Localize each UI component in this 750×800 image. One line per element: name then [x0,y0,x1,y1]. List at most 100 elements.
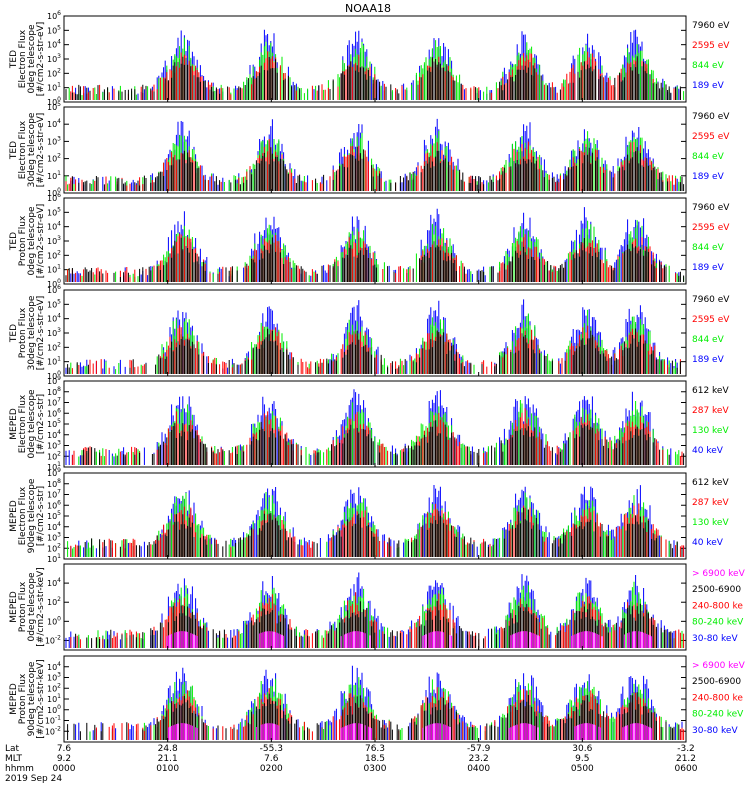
y-tick-label: 107 [47,397,61,408]
legend-entry: 40 keV [692,446,724,456]
y-tick-label: 101 [47,693,61,704]
y-tick-label: 102 [47,249,61,260]
y-tick-label: 100 [47,187,61,198]
y-tick-label: 10-1 [45,715,61,726]
y-axis-label: TED [9,324,19,343]
x-row-label: MLT [5,754,23,764]
y-axis-label: 0deg telescope [27,206,37,276]
legend-entry: 7960 eV [692,112,730,122]
y-tick-label: 101 [47,264,61,275]
y-tick-label: 104 [47,118,61,129]
y-tick-label: 108 [47,386,61,397]
x-tick-hhmm: 0500 [571,764,594,774]
legend-entry: 7960 eV [692,295,730,305]
panel-2: 100 101 102 103 104 105 TED Electron Flux 30deg … [9,101,730,198]
y-tick-label: 102 [47,682,61,693]
y-tick-label: 103 [47,672,61,683]
y-tick-label: 105 [47,298,61,309]
legend-entry: > 6900 keV [692,661,746,671]
legend-entry: 844 eV [692,335,725,345]
trace-green [78,400,683,465]
y-axis-label: Electron Flux [18,29,28,88]
legend-entry: 189 eV [692,355,725,365]
trace-black [71,146,685,191]
legend-entry: 844 eV [692,243,725,253]
y-tick-label: 104 [47,39,61,50]
y-tick-label: 107 [47,489,61,500]
x-tick-lat: 30.6 [572,744,592,754]
trace-red [70,503,685,557]
legend-entry: 2595 eV [692,315,730,325]
y-tick-label: 104 [47,521,61,532]
x-tick-mlt: 7.6 [264,754,279,764]
trace-black [67,328,681,374]
y-axis-label: 30deg telescope [27,295,37,370]
y-axis-label: [#/cm2-s-str-eV] [36,22,46,97]
y-tick-label: 100 [47,370,61,381]
y-axis-label: [#/cm2-s-str] [36,394,46,454]
y-tick-label: 104 [47,313,61,324]
legend-entry: 844 eV [692,61,725,71]
legend-entry: 287 keV [692,406,729,416]
y-axis-label: [#/cm2-s-str-eV] [36,204,46,279]
x-tick-lat: -3.2 [677,744,695,754]
y-axis-label: [#/cm2-s-str-eV] [36,296,46,371]
y-axis-label: 0deg telescope [27,572,37,642]
legend-entry: 2500-6900 [692,677,741,687]
y-axis-label: Proton Flux [18,215,28,266]
y-tick-label: 101 [47,461,61,472]
trace-black [65,237,685,282]
x-tick-lat: -55.3 [260,744,283,754]
y-tick-label: 102 [47,596,61,607]
y-tick-label: 101 [47,553,61,564]
legend-entry: 130 keV [692,518,729,528]
x-row-label: Lat [5,744,20,754]
y-tick-label: 109 [47,375,61,386]
legend-entry: 2595 eV [692,132,730,142]
y-tick-label: 106 [47,284,61,295]
y-axis-label: TED [9,141,19,160]
legend-entry: 287 keV [692,498,729,508]
y-tick-label: 105 [47,510,61,521]
y-tick-label: 102 [47,153,61,164]
y-axis-label: MEPED [9,500,19,532]
y-axis-label: [#/cm2-s-str-keV] [36,567,46,646]
y-tick-label: 106 [47,499,61,510]
panel-3: 100 101 102 103 104 105 106 TED Proton Flux 0deg … [9,192,730,289]
y-tick-label: 108 [47,478,61,489]
y-tick-label: 106 [47,407,61,418]
y-axis-label: 90deg telescope [27,661,37,736]
y-tick-label: 104 [47,577,61,588]
trace-blue [65,207,680,282]
legend-entry: 2500-6900 [692,585,741,595]
y-tick-label: 103 [47,53,61,64]
y-tick-label: 105 [47,24,61,35]
chart-title: NOAA18 [345,2,391,15]
legend-entry: 612 keV [692,478,729,488]
trace-black [81,416,685,465]
x-row-label: hhmm [5,764,34,774]
y-axis-label: Proton Flux [18,581,28,632]
legend-entry: > 6900 keV [692,569,746,579]
x-tick-lat: 76.3 [365,744,385,754]
y-tick-label: 102 [47,67,61,78]
legend-entry: 189 eV [692,263,725,273]
x-tick-lat: 7.6 [57,744,72,754]
legend-entry: 30-80 keV [692,726,738,736]
x-date-label: 2019 Sep 24 [5,774,62,784]
x-tick-mlt: 21.1 [158,754,178,764]
y-tick-label: 101 [47,356,61,367]
y-axis-label: Electron Flux [18,394,28,453]
y-axis-label: MEPED [9,591,19,623]
x-tick-hhmm: 0300 [364,764,387,774]
y-axis-label: 0deg telescope [27,24,37,94]
y-tick-label: 105 [47,418,61,429]
trace-black [78,507,683,557]
y-tick-label: 100 [47,704,61,715]
y-tick-label: 103 [47,327,61,338]
legend-entry: 2595 eV [692,223,730,233]
x-tick-mlt: 9.2 [57,754,71,764]
